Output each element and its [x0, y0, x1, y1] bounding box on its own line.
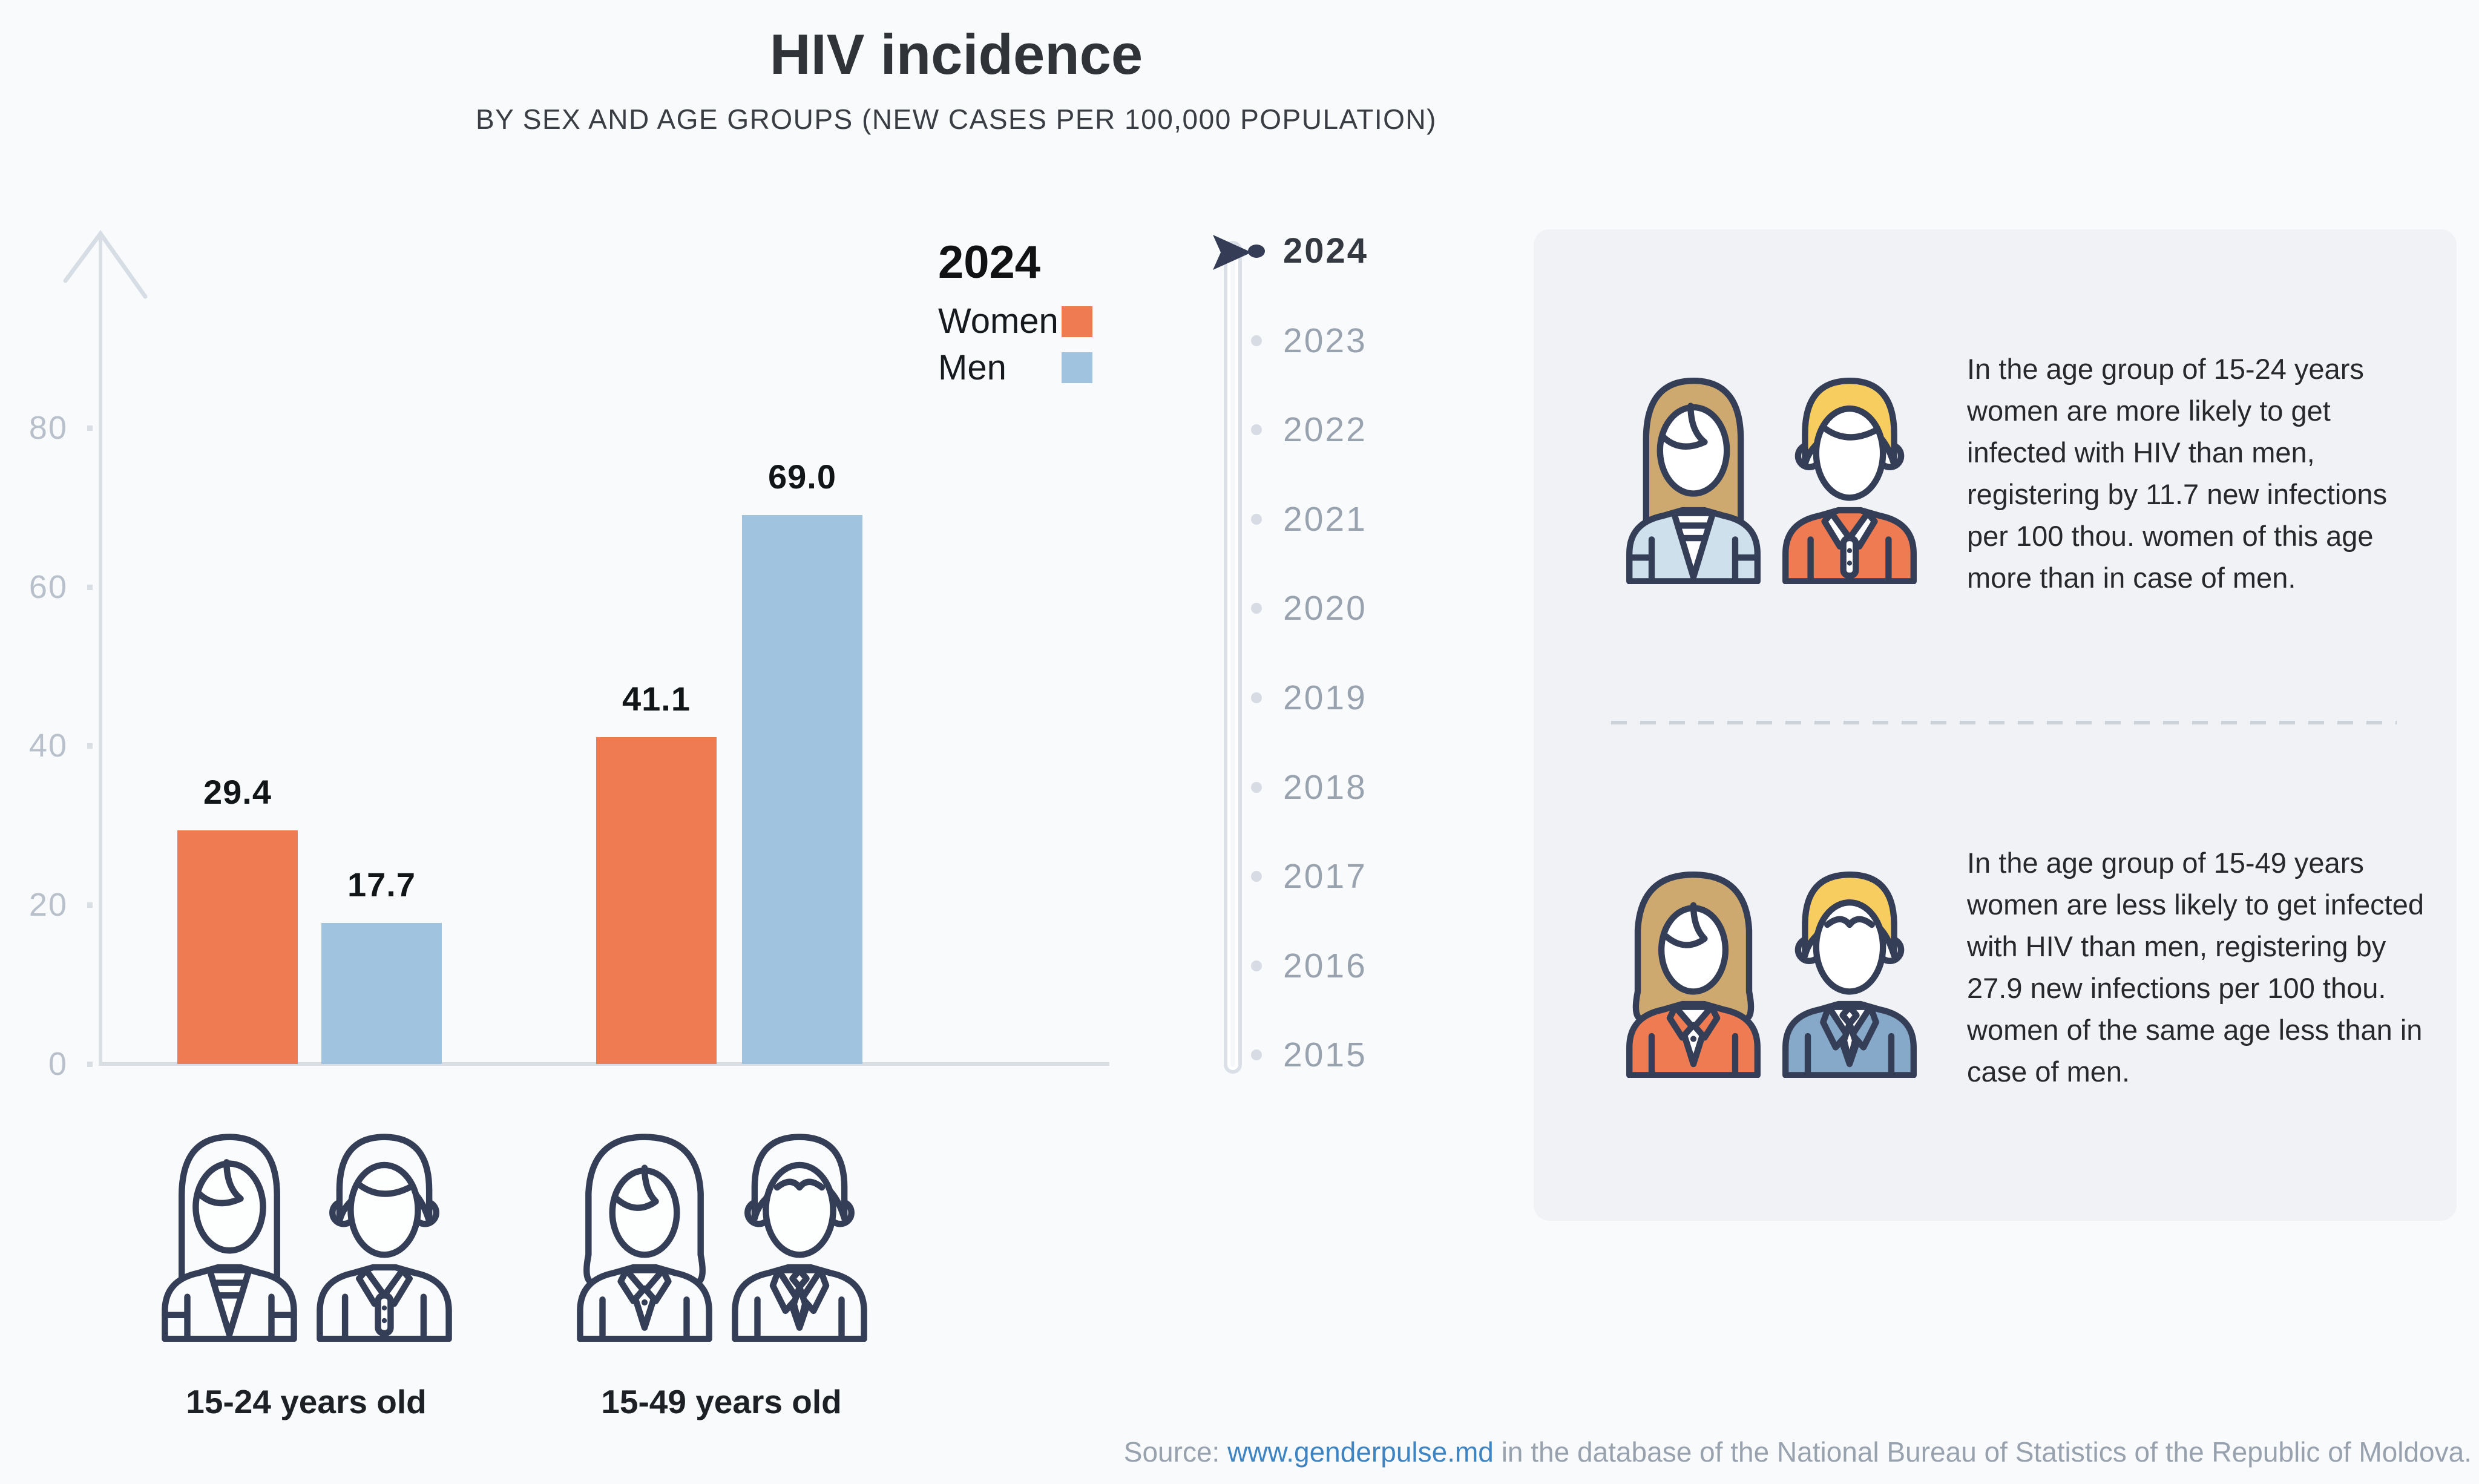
timeline-dot-2023[interactable] — [1251, 335, 1262, 346]
legend-label-women: Women — [938, 301, 1059, 341]
bar-value-label: 29.4 — [203, 773, 272, 811]
timeline-year-2024[interactable]: 2024 — [1283, 231, 1369, 271]
bar-value-label: 41.1 — [622, 680, 691, 718]
x-axis-line — [99, 1062, 1109, 1066]
bar-women-15-49 — [596, 737, 717, 1064]
timeline-dot-2022[interactable] — [1251, 424, 1262, 436]
timeline-year-2017[interactable]: 2017 — [1283, 857, 1367, 896]
timeline-year-2019[interactable]: 2019 — [1283, 678, 1367, 717]
bar-men-15-49 — [742, 515, 862, 1064]
timeline-dot-2019[interactable] — [1251, 692, 1262, 703]
bar-value-label: 69.0 — [768, 458, 836, 496]
insight-icons-15-49 — [1610, 855, 1933, 1078]
timeline-dot-2017[interactable] — [1251, 871, 1262, 882]
insight-text-15-24: In the age group of 15-24 years women ar… — [1967, 353, 2388, 594]
timeline-dot-2021[interactable] — [1251, 513, 1262, 525]
timeline-year-2020[interactable]: 2020 — [1283, 589, 1367, 628]
timeline-year-2023[interactable]: 2023 — [1283, 321, 1367, 360]
adult-woman-icon — [1610, 855, 1777, 1078]
bar-value-label: 17.7 — [347, 865, 416, 904]
source-label: Source: — [1123, 1436, 1220, 1468]
adult-man-icon — [1766, 855, 1933, 1078]
timeline-year-2022[interactable]: 2022 — [1283, 410, 1367, 450]
bar-men-15-24 — [321, 923, 442, 1064]
y-tick-mark — [87, 1062, 93, 1067]
insight-icons-15-24 — [1610, 361, 1933, 584]
y-tick-mark — [87, 743, 93, 749]
timeline-year-2016[interactable]: 2016 — [1283, 946, 1367, 985]
category-label-15-49: 15-49 years old — [601, 1383, 842, 1420]
insight-text-15-49: In the age group of 15-49 years women ar… — [1967, 847, 2424, 1088]
y-tick-label: 20 — [28, 887, 68, 924]
y-tick-mark — [87, 902, 93, 908]
timeline-dot-2016[interactable] — [1251, 960, 1262, 971]
y-axis-line — [99, 234, 102, 1064]
timeline-dot-2024[interactable] — [1248, 245, 1265, 258]
adult-man-outline-icon — [715, 1117, 884, 1342]
y-tick-label: 80 — [28, 409, 68, 446]
y-tick-label: 0 — [48, 1046, 68, 1082]
legend-label-men: Men — [938, 348, 1006, 387]
legend-year-label: 2024 — [938, 237, 1041, 288]
y-tick-mark — [87, 425, 93, 431]
y-tick-label: 40 — [28, 727, 68, 764]
bar-women-15-24 — [177, 830, 298, 1064]
y-tick-label: 60 — [28, 568, 68, 605]
timeline-track[interactable] — [1224, 241, 1242, 1074]
insights-panel: In the age group of 15-24 years women ar… — [1534, 229, 2457, 1221]
source-suffix: in the database of the National Bureau o… — [1501, 1436, 2472, 1468]
y-axis-arrow-icon — [63, 230, 148, 299]
timeline-dot-2015[interactable] — [1251, 1049, 1262, 1061]
source-line: Source: www.genderpulse.md in the databa… — [1124, 1436, 2472, 1468]
page-subtitle: BY SEX AND AGE GROUPS (NEW CASES PER 100… — [475, 103, 1437, 135]
young-woman-outline-icon — [145, 1117, 314, 1342]
timeline-year-2015[interactable]: 2015 — [1283, 1036, 1367, 1075]
timeline-year-2021[interactable]: 2021 — [1283, 499, 1367, 539]
timeline-dot-2020[interactable] — [1251, 603, 1262, 614]
timeline-dot-2018[interactable] — [1251, 781, 1262, 793]
source-link[interactable]: www.genderpulse.md — [1227, 1436, 1494, 1468]
header: HIV incidence BY SEX AND AGE GROUPS (NEW… — [0, 22, 1913, 136]
y-tick-mark — [87, 584, 93, 590]
timeline-cursor-icon[interactable] — [1213, 235, 1252, 270]
legend-swatch-men — [1062, 352, 1092, 383]
legend-swatch-women — [1062, 306, 1092, 337]
young-woman-icon — [1610, 361, 1777, 584]
panel-divider — [1611, 721, 2397, 724]
timeline-year-2018[interactable]: 2018 — [1283, 767, 1367, 807]
category-icons-15-24 — [145, 1117, 468, 1342]
adult-woman-outline-icon — [560, 1117, 729, 1342]
young-man-outline-icon — [300, 1117, 468, 1342]
category-label-15-24: 15-24 years old — [186, 1383, 427, 1420]
category-icons-15-49 — [560, 1117, 884, 1342]
young-man-icon — [1766, 361, 1933, 584]
page-title: HIV incidence — [769, 22, 1143, 86]
